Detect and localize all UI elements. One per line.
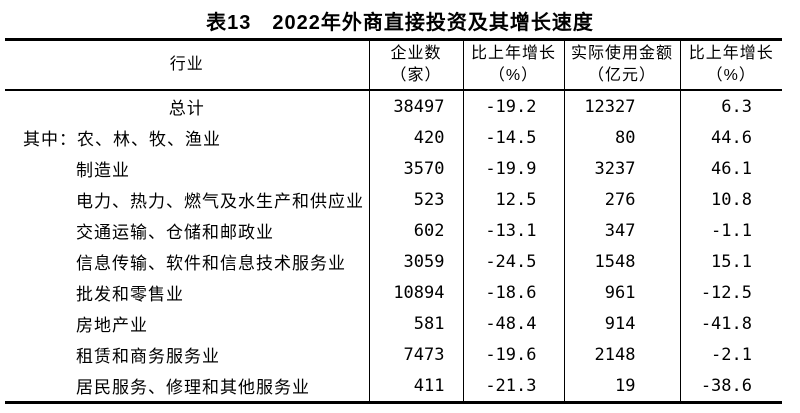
table-row: 制造业 3570 -19.9 3237 46.1 bbox=[5, 153, 782, 184]
table-row: 批发和零售业 10894 -18.6 961 -12.5 bbox=[5, 277, 782, 308]
amount-cell: 276 bbox=[564, 184, 681, 215]
table-row: 电力、热力、燃气及水生产和供应业 523 12.5 276 10.8 bbox=[5, 184, 782, 215]
industry-cell: 交通运输、仓储和邮政业 bbox=[5, 215, 370, 246]
header-row: 行业 企业数 （家） 比上年增长 （%） 实际使用金额 （亿元） 比上年增长 （… bbox=[5, 39, 782, 91]
amount-cell: 12327 bbox=[564, 90, 681, 122]
enterprises-growth-cell: -19.6 bbox=[463, 339, 565, 370]
industry-cell: 电力、热力、燃气及水生产和供应业 bbox=[5, 184, 370, 215]
header-line: 行业 bbox=[169, 56, 204, 73]
enterprises-cell: 411 bbox=[369, 370, 464, 403]
amount-cell: 961 bbox=[564, 277, 681, 308]
header-amount-used: 实际使用金额 （亿元） bbox=[564, 39, 681, 91]
enterprises-cell: 7473 bbox=[369, 339, 464, 370]
header-line: （家） bbox=[390, 67, 442, 84]
industry-cell: 其中：农、林、牧、渔业 bbox=[5, 122, 370, 153]
amount-growth-cell: 10.8 bbox=[711, 189, 752, 210]
amount-growth-cell: -2.1 bbox=[711, 344, 752, 365]
enterprises-growth-cell: -14.5 bbox=[463, 122, 565, 153]
enterprises-growth-cell: -19.2 bbox=[463, 90, 565, 122]
enterprises-growth-cell: -48.4 bbox=[463, 308, 565, 339]
amount-cell: 2148 bbox=[564, 339, 681, 370]
header-line: （%） bbox=[488, 67, 539, 84]
table-title: 表13 2022年外商直接投资及其增长速度 bbox=[206, 12, 594, 34]
enterprises-cell: 3570 bbox=[369, 153, 464, 184]
table-row: 居民服务、修理和其他服务业 411 -21.3 19 -38.6 bbox=[5, 370, 782, 403]
enterprises-growth-cell: 12.5 bbox=[463, 184, 565, 215]
table-row: 交通运输、仓储和邮政业 602 -13.1 347 -1.1 bbox=[5, 215, 782, 246]
header-line: （亿元） bbox=[587, 67, 656, 84]
table-body: 总计 38497 -19.2 12327 6.3 其中：农、林、牧、渔业 420… bbox=[5, 90, 782, 403]
table-row: 租赁和商务服务业 7473 -19.6 2148 -2.1 bbox=[5, 339, 782, 370]
table-row: 总计 38497 -19.2 12327 6.3 bbox=[5, 90, 782, 122]
amount-cell: 3237 bbox=[564, 153, 681, 184]
industry-cell: 房地产业 bbox=[5, 308, 370, 339]
amount-cell: 1548 bbox=[564, 246, 681, 277]
fdi-table: 行业 企业数 （家） 比上年增长 （%） 实际使用金额 （亿元） 比上年增长 （… bbox=[5, 38, 782, 404]
amount-cell: 347 bbox=[564, 215, 681, 246]
industry-cell: 租赁和商务服务业 bbox=[5, 339, 370, 370]
industry-cell: 信息传输、软件和信息技术服务业 bbox=[5, 246, 370, 277]
amount-growth-cell: -38.6 bbox=[700, 375, 752, 396]
amount-cell: 80 bbox=[564, 122, 681, 153]
enterprises-cell: 420 bbox=[369, 122, 464, 153]
amount-growth-cell: 6.3 bbox=[721, 96, 752, 117]
industry-cell: 总计 bbox=[5, 90, 370, 122]
table-header: 行业 企业数 （家） 比上年增长 （%） 实际使用金额 （亿元） 比上年增长 （… bbox=[5, 39, 782, 91]
enterprises-cell: 602 bbox=[369, 215, 464, 246]
amount-growth-cell: 46.1 bbox=[711, 158, 752, 179]
enterprises-growth-cell: -24.5 bbox=[463, 246, 565, 277]
amount-cell: 914 bbox=[564, 308, 681, 339]
industry-cell: 居民服务、修理和其他服务业 bbox=[5, 370, 370, 403]
enterprises-cell: 581 bbox=[369, 308, 464, 339]
amount-cell: 19 bbox=[564, 370, 681, 403]
header-line: 企业数 bbox=[390, 45, 442, 62]
enterprises-growth-cell: -13.1 bbox=[463, 215, 565, 246]
enterprises-growth-cell: -19.9 bbox=[463, 153, 565, 184]
enterprises-growth-cell: -21.3 bbox=[463, 370, 565, 403]
amount-growth-cell: 15.1 bbox=[711, 251, 752, 272]
table-row: 房地产业 581 -48.4 914 -41.8 bbox=[5, 308, 782, 339]
header-enterprises: 企业数 （家） bbox=[369, 39, 464, 91]
enterprises-cell: 3059 bbox=[369, 246, 464, 277]
header-amount-growth: 比上年增长 （%） bbox=[680, 39, 782, 91]
header-line: 比上年增长 bbox=[470, 45, 556, 62]
enterprises-cell: 10894 bbox=[369, 277, 464, 308]
header-line: （%） bbox=[706, 67, 756, 84]
header-line: 比上年增长 bbox=[688, 45, 774, 62]
amount-growth-cell: -1.1 bbox=[711, 220, 752, 241]
amount-growth-cell: -12.5 bbox=[700, 282, 752, 303]
enterprises-growth-cell: -18.6 bbox=[463, 277, 565, 308]
table-row: 其中：农、林、牧、渔业 420 -14.5 80 44.6 bbox=[5, 122, 782, 153]
header-line: 实际使用金额 bbox=[570, 45, 673, 62]
amount-growth-cell: 44.6 bbox=[711, 127, 752, 148]
industry-cell: 制造业 bbox=[5, 153, 370, 184]
enterprises-cell: 38497 bbox=[369, 90, 464, 122]
enterprises-cell: 523 bbox=[369, 184, 464, 215]
industry-cell: 批发和零售业 bbox=[5, 277, 370, 308]
header-enterprises-growth: 比上年增长 （%） bbox=[463, 39, 565, 91]
header-industry: 行业 bbox=[5, 39, 370, 91]
amount-growth-cell: -41.8 bbox=[700, 313, 752, 334]
table-row: 信息传输、软件和信息技术服务业 3059 -24.5 1548 15.1 bbox=[5, 246, 782, 277]
